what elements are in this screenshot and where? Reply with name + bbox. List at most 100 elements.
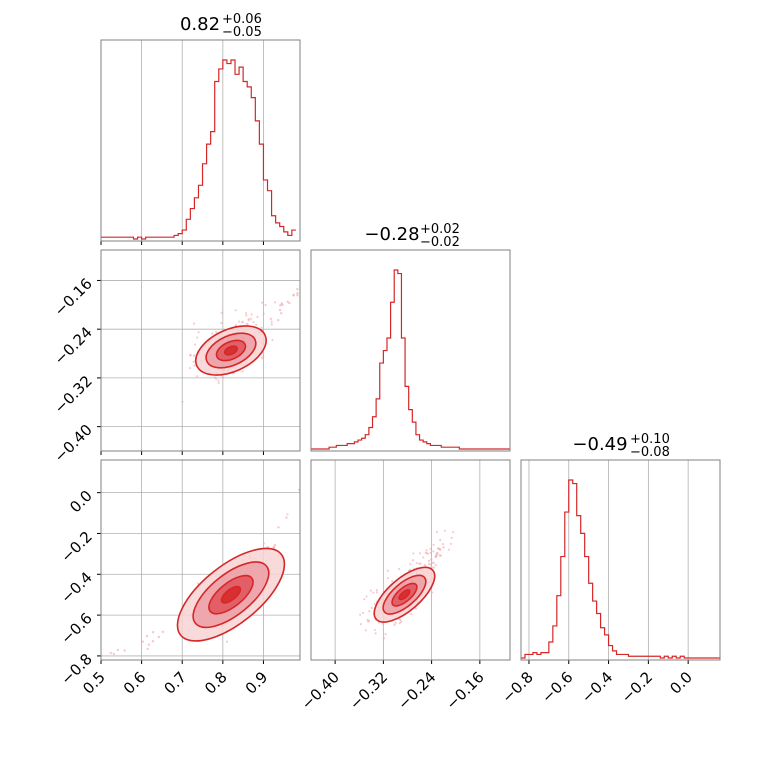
param-2-vs-param-3-sample-point [429, 563, 433, 566]
param-1-vs-param-3-sample-point [262, 542, 266, 545]
param-1-vs-param-3-sample-point [272, 545, 276, 549]
param-1-vs-param-2-sample-point [241, 320, 244, 323]
param-1-marginal-frame [100, 39, 301, 242]
param-2-vs-param-3-sample-point [359, 623, 362, 626]
param-1-vs-param-2-sample-point [256, 315, 259, 319]
panel-title-sub-param-1: −0.05 [222, 25, 262, 40]
param-2-vs-param-3-sample-point [435, 552, 438, 555]
param-1-vs-param-3-ytick-label: −0.6 [57, 609, 95, 647]
param-2-vs-param-3-sample-point [368, 610, 371, 613]
param-2-vs-param-3-contour-level-4 [398, 589, 411, 601]
param-2-vs-param-3-sample-point [432, 566, 436, 569]
param-2-vs-param-3-sample-point [426, 552, 429, 555]
param-1-vs-param-2-sample-point [193, 364, 196, 367]
param-2-vs-param-3-sample-point [425, 549, 428, 552]
param-1-vs-param-3-xtick-label: 0.7 [160, 668, 190, 698]
param-3-marginal-xtick-label: −0.8 [498, 668, 536, 706]
param-2-vs-param-3-sample-point [432, 543, 435, 546]
param-3-marginal-frame [520, 459, 721, 661]
param-2-vs-param-3-sample-point [449, 542, 453, 546]
param-1-vs-param-3-ytick-label: −0.2 [57, 528, 95, 566]
param-1-marginal-histogram-step [101, 59, 296, 240]
param-2-vs-param-3-sample-point [443, 529, 447, 532]
param-2-vs-param-3-sample-point [393, 623, 396, 626]
param-2-vs-param-3-sample-point [418, 562, 421, 565]
param-2-vs-param-3-sample-point [430, 558, 433, 561]
param-2-vs-param-3-sample-point [430, 566, 434, 569]
param-2-vs-param-3-sample-point [373, 628, 376, 632]
param-1-vs-param-2-sample-point [264, 303, 267, 307]
param-1-vs-param-3-xtick-label: 0.8 [201, 668, 231, 698]
panel-title-param-3: −0.49 [572, 434, 627, 455]
param-1-vs-param-2-sample-point [247, 318, 250, 321]
param-1-vs-param-2-sample-point [262, 312, 265, 315]
param-1-vs-param-3-sample-point [225, 640, 229, 643]
param-2-vs-param-3-sample-point [410, 613, 413, 616]
param-2-vs-param-3-sample-point [434, 564, 437, 567]
panel-title-param-1: 0.82 [180, 14, 220, 35]
param-2-vs-param-3-sample-point [383, 637, 386, 640]
param-1-vs-param-3-sample-point [112, 652, 116, 656]
param-1-vs-param-2-sample-point [277, 318, 280, 322]
param-1-vs-param-3-xtick-label: 0.9 [242, 668, 272, 698]
param-1-vs-param-3-ytick-label: 0.0 [66, 487, 96, 517]
param-2-vs-param-3-sample-point [369, 589, 372, 592]
param-2-vs-param-3-sample-point [432, 550, 435, 553]
param-2-vs-param-3-sample-point [435, 530, 439, 533]
param-2-marginal-frame [310, 249, 511, 452]
param-2-vs-param-3-sample-point [375, 589, 379, 592]
param-3-marginal-xtick-label: −0.2 [618, 668, 656, 706]
param-1-vs-param-2-sample-point [270, 320, 273, 323]
param-1-vs-param-2-sample-point [197, 331, 200, 334]
param-1-vs-param-2-sample-point [281, 303, 284, 307]
param-2-vs-param-3-sample-point [398, 567, 401, 571]
param-2-vs-param-3-sample-point [409, 568, 412, 571]
param-1-vs-param-3-sample-point [157, 635, 161, 639]
param-1-vs-param-2-ytick-label: −0.32 [51, 372, 96, 417]
param-2-vs-param-3-frame [310, 459, 511, 661]
param-2-vs-param-3-sample-point [422, 556, 425, 559]
param-1-vs-param-3-sample-point [277, 526, 280, 529]
panel-title-sup-param-3: +0.10 [630, 432, 670, 447]
param-2-vs-param-3-xtick-label: −0.40 [298, 668, 343, 713]
param-1-vs-param-3-sample-point [141, 640, 144, 643]
param-1-vs-param-2-sample-point [220, 322, 223, 325]
panel-title-sup-param-1: +0.06 [222, 12, 262, 27]
param-2-vs-param-3-sample-point [411, 559, 415, 562]
param-1-vs-param-2-sample-point [211, 332, 214, 335]
param-2-vs-param-3-sample-point [438, 554, 441, 557]
param-1-vs-param-2-sample-point [196, 336, 199, 339]
param-2-vs-param-3-xtick-label: −0.16 [442, 668, 487, 713]
param-2-vs-param-3-sample-point [409, 563, 412, 566]
param-1-vs-param-2-sample-point [273, 301, 277, 304]
param-2-vs-param-3-sample-point [415, 561, 418, 565]
param-1-vs-param-3-frame [100, 459, 301, 661]
param-2-vs-param-3-xtick-label: −0.32 [346, 668, 391, 713]
param-1-vs-param-2-sample-point [192, 354, 196, 357]
param-1-vs-param-2-sample-point [234, 309, 237, 312]
param-1-vs-param-2-scatter-layer [181, 281, 300, 403]
param-1-vs-param-2-sample-point [192, 360, 195, 363]
param-1-vs-param-2-sample-point [255, 323, 258, 326]
param-1-vs-param-2-sample-point [193, 343, 197, 346]
param-1-vs-param-2-sample-point [261, 301, 264, 304]
param-2-vs-param-3-sample-point [414, 607, 417, 610]
param-2-vs-param-3-sample-point [432, 561, 435, 565]
param-1-vs-param-3-contour-level-4 [220, 585, 242, 604]
param-1-vs-param-3-sample-point [123, 649, 126, 652]
param-2-vs-param-3-sample-point [381, 622, 384, 625]
param-1-vs-param-2-sample-point [271, 338, 274, 342]
param-1-vs-param-3-sample-point [273, 543, 277, 547]
param-2-vs-param-3-sample-point [398, 622, 401, 625]
param-1-vs-param-3-scatter-layer [109, 488, 300, 656]
param-1-vs-param-3-sample-point [151, 631, 155, 634]
param-2-vs-param-3-sample-point [390, 580, 394, 583]
param-2-vs-param-3-sample-point [431, 591, 434, 594]
param-1-vs-param-2-sample-point [238, 320, 241, 323]
param-1-vs-param-2-sample-point [270, 323, 273, 326]
param-2-vs-param-3-sample-point [418, 552, 422, 555]
param-1-vs-param-2-sample-point [245, 322, 248, 325]
param-1-vs-param-3-ytick-label: −0.4 [57, 568, 95, 606]
param-2-vs-param-3-xtick-label: −0.24 [394, 668, 439, 713]
